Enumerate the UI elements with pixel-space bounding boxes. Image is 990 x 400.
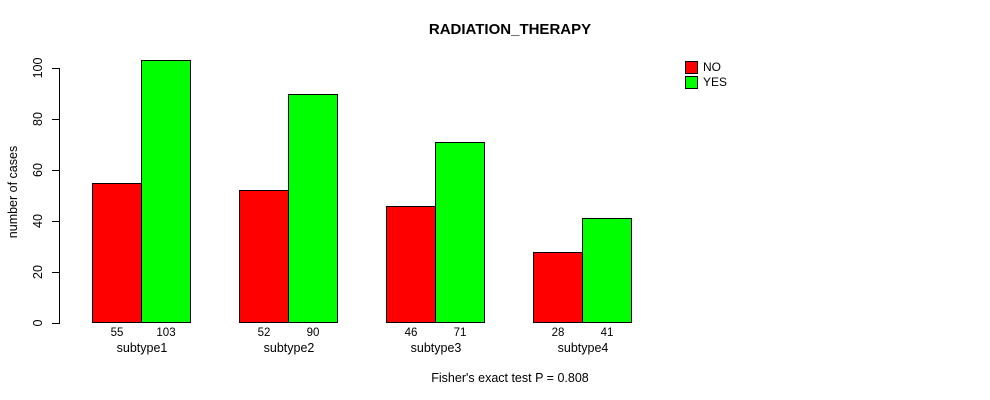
bar-yes-subtype1 — [141, 60, 191, 323]
bar-no-subtype2 — [239, 190, 289, 323]
legend-label: NO — [703, 60, 721, 74]
legend-item-no: NO — [685, 61, 727, 74]
legend-item-yes: YES — [685, 76, 727, 89]
category-label: subtype1 — [116, 341, 168, 355]
y-axis-label: number of cases — [6, 145, 20, 239]
category-label: subtype2 — [263, 341, 315, 355]
footnote: Fisher's exact test P = 0.808 — [431, 371, 589, 385]
y-axis-tick — [52, 170, 59, 171]
y-axis-line — [59, 68, 60, 324]
y-axis-tick-label: 40 — [31, 214, 45, 228]
y-axis-tick — [52, 68, 59, 69]
y-axis-tick — [52, 119, 59, 120]
bar-value-label: 28 — [551, 327, 565, 339]
legend: NO YES — [685, 61, 727, 89]
bar-no-subtype3 — [386, 206, 436, 323]
y-axis-tick — [52, 323, 59, 324]
y-axis-tick — [52, 221, 59, 222]
y-axis-tick-label: 20 — [31, 265, 45, 279]
bar-value-label: 52 — [257, 327, 271, 339]
y-axis-tick-label: 100 — [31, 57, 45, 79]
legend-label: YES — [703, 75, 728, 89]
bar-value-label: 41 — [600, 327, 614, 339]
legend-swatch-yes — [685, 76, 698, 89]
category-label: subtype4 — [557, 341, 609, 355]
legend-swatch-no — [685, 61, 698, 74]
category-label: subtype3 — [410, 341, 462, 355]
bar-value-label: 103 — [156, 327, 176, 339]
bar-value-label: 71 — [453, 327, 467, 339]
bar-no-subtype1 — [92, 183, 142, 323]
y-axis-tick-label: 0 — [31, 319, 45, 327]
bar-value-label: 46 — [404, 327, 418, 339]
y-axis-tick-label: 80 — [31, 112, 45, 126]
bar-yes-subtype3 — [435, 142, 485, 323]
chart-title: RADIATION_THERAPY — [428, 21, 592, 38]
bar-yes-subtype2 — [288, 94, 338, 323]
bar-yes-subtype4 — [582, 218, 632, 323]
y-axis-tick-label: 60 — [31, 163, 45, 177]
bar-no-subtype4 — [533, 252, 583, 323]
y-axis-tick — [52, 272, 59, 273]
bar-value-label: 55 — [110, 327, 124, 339]
bar-value-label: 90 — [306, 327, 320, 339]
